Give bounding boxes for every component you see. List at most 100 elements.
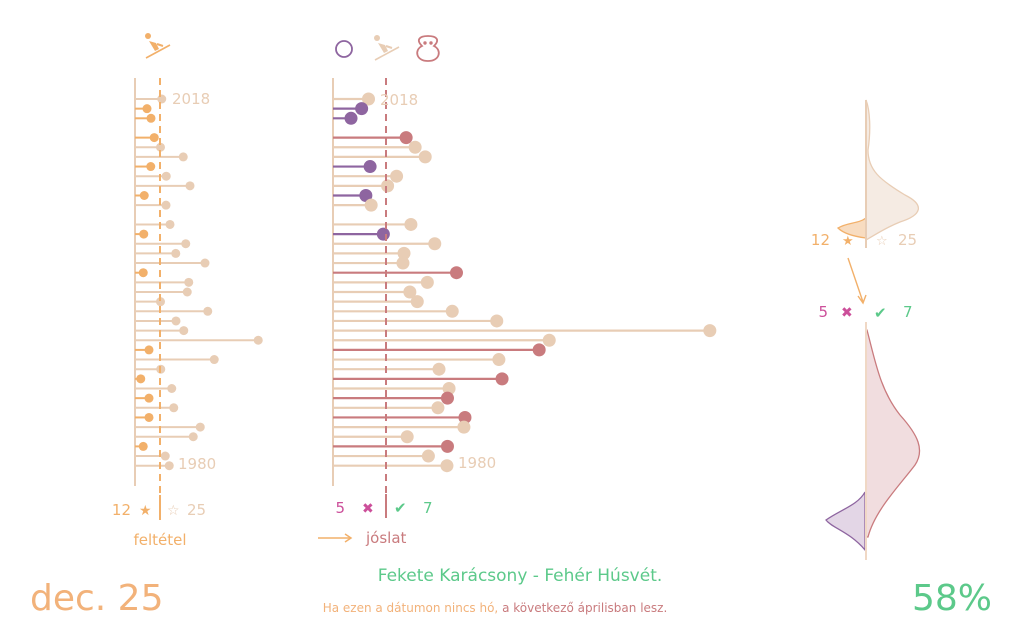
condition-dot-1992 — [144, 345, 154, 355]
prediction-dot-1991 — [492, 353, 506, 367]
condition-lollipops — [135, 94, 263, 471]
density-other-count: 25 — [898, 231, 917, 249]
condition-dot-2011 — [146, 162, 156, 172]
flow-arrow-icon — [847, 257, 867, 305]
condition-dot-1999 — [184, 277, 194, 287]
condition-dot-1982 — [138, 441, 148, 451]
condition-dot-1997 — [156, 297, 165, 307]
prediction-dot-1984 — [457, 420, 471, 434]
prediction-density-wrong — [825, 491, 866, 552]
prediction-dot-1994 — [703, 324, 717, 338]
condition-dot-1996 — [203, 306, 213, 316]
prediction-dot-1993 — [542, 333, 556, 347]
prediction-dot-2017 — [355, 102, 369, 116]
star-outline-icon: ☆ — [167, 503, 180, 519]
prediction-dot-2000 — [449, 266, 463, 280]
prediction-dot-1980 — [440, 459, 454, 473]
prediction-dot-1985 — [458, 410, 472, 424]
condition-dot-1994 — [179, 326, 189, 336]
prediction-label: jóslat — [365, 529, 407, 547]
condition-dot-2010 — [161, 171, 171, 181]
accuracy-percent: 58% — [911, 578, 992, 619]
prediction-dot-1983 — [400, 430, 414, 444]
prediction-dot-1990 — [432, 362, 446, 376]
prediction-dot-2016 — [344, 111, 358, 125]
prediction-dot-1986 — [431, 401, 445, 415]
condition-dot-2005 — [165, 219, 175, 229]
prediction-dot-1981 — [421, 449, 435, 463]
prediction-dot-2003 — [428, 237, 442, 251]
condition-dot-1993 — [253, 335, 263, 345]
condition-dot-1991 — [209, 355, 219, 365]
density-check-icon: ✔ — [874, 304, 887, 322]
condition-dot-1986 — [169, 403, 179, 413]
prediction-dot-2002 — [397, 246, 411, 260]
prediction-dot-1998 — [403, 285, 417, 299]
condition-dot-1984 — [195, 422, 205, 432]
condition-dot-1981 — [160, 451, 170, 461]
condition-density-met — [836, 216, 867, 239]
wrong-count: 5 — [335, 499, 345, 517]
prediction-dot-2018 — [362, 92, 376, 106]
prediction-density-right — [865, 329, 921, 538]
prediction-dot-2010 — [390, 169, 404, 183]
prediction-dot-1999 — [420, 275, 434, 289]
prediction-dot-2012 — [418, 150, 432, 164]
condition-count: 12 — [112, 501, 131, 519]
density-condition-count: 12 — [811, 231, 830, 249]
snowman-icon — [416, 35, 440, 62]
condition-dot-2017 — [142, 104, 152, 114]
prediction-dot-2014 — [399, 131, 413, 145]
right-count: 7 — [423, 499, 433, 517]
prediction-dot-2005 — [404, 217, 418, 231]
density-cross-icon: ✖ — [841, 305, 853, 321]
prediction-dot-1987 — [440, 391, 454, 405]
cross-icon: ✖ — [362, 501, 374, 517]
density-wrong-count: 5 — [818, 303, 828, 321]
condition-dot-1985 — [144, 412, 154, 422]
condition-dot-2001 — [200, 258, 210, 268]
page-title: Fekete Karácsony - Fehér Húsvét. — [377, 566, 663, 586]
left-year-bottom: 1980 — [178, 455, 216, 473]
mid-year-bottom: 1980 — [458, 454, 496, 472]
condition-dot-1988 — [167, 384, 177, 393]
condition-dot-2000 — [138, 268, 148, 278]
prediction-dot-1995 — [490, 314, 504, 328]
condition-dot-2008 — [139, 191, 149, 200]
condition-dot-2009 — [185, 181, 195, 191]
prediction-dot-1992 — [532, 343, 546, 357]
condition-dot-1995 — [171, 316, 181, 326]
prediction-dot-2004 — [376, 227, 390, 241]
skier-icon — [374, 35, 400, 61]
condition-dot-2012 — [178, 152, 188, 162]
condition-dot-2018 — [157, 94, 167, 104]
condition-dot-1983 — [188, 432, 198, 442]
density-star-outline-icon: ☆ — [876, 234, 888, 249]
prediction-dot-1989 — [495, 372, 509, 386]
subtitle-prediction: a következő áprilisban lesz. — [498, 601, 668, 615]
condition-dot-1987 — [144, 393, 154, 403]
density-star-filled-icon: ★ — [842, 234, 854, 249]
left-year-top: 2018 — [172, 90, 210, 108]
condition-dot-2013 — [156, 142, 165, 152]
condition-label: feltétel — [133, 531, 186, 549]
condition-dot-2007 — [161, 200, 171, 210]
subtitle-condition: Ha ezen a dátumon nincs hó, — [322, 601, 499, 615]
condition-density-other — [865, 99, 919, 242]
prediction-dot-1982 — [440, 439, 454, 453]
prediction-dot-2011 — [363, 160, 377, 174]
density-right-count: 7 — [903, 303, 913, 321]
prediction-dot-1997 — [410, 295, 424, 309]
prediction-lollipops — [333, 92, 717, 473]
condition-dot-2016 — [146, 113, 156, 123]
subtitle: Ha ezen a dátumon nincs hó, a következő … — [0, 601, 990, 615]
condition-dot-1989 — [136, 374, 146, 384]
mid-year-top: 2018 — [380, 91, 418, 109]
condition-dot-2003 — [181, 239, 191, 249]
prediction-dot-2001 — [396, 256, 410, 270]
other-count: 25 — [187, 501, 206, 519]
prediction-dot-2008 — [359, 189, 373, 202]
prediction-dot-2007 — [364, 198, 378, 212]
condition-dot-1998 — [182, 287, 192, 297]
